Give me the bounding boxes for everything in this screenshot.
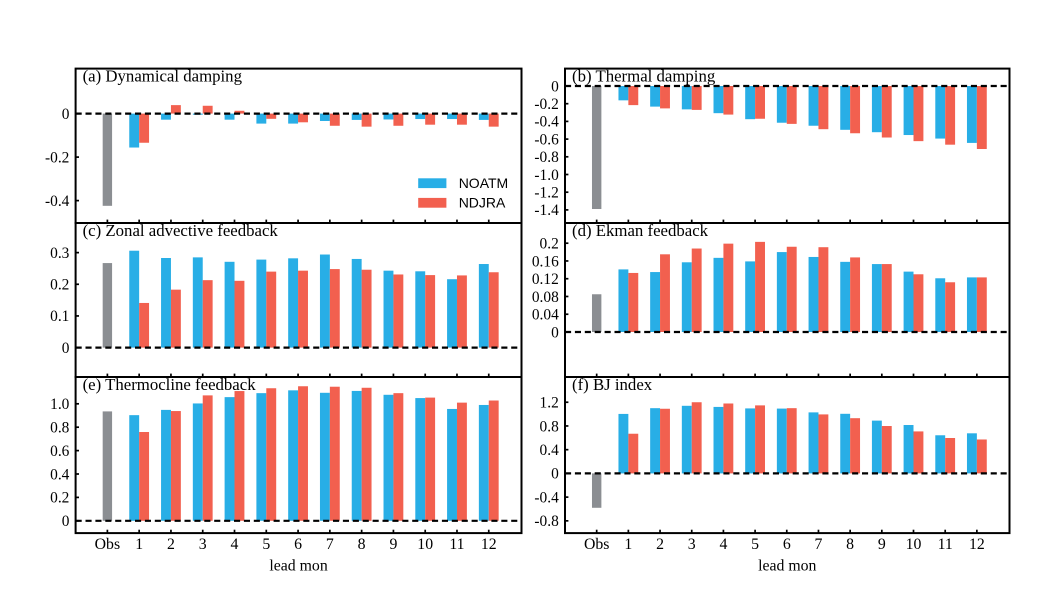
- svg-text:3: 3: [688, 536, 696, 553]
- svg-text:(f) BJ index: (f) BJ index: [572, 375, 653, 394]
- svg-text:(e) Thermocline feedback: (e) Thermocline feedback: [83, 375, 257, 394]
- svg-text:0.2: 0.2: [50, 490, 69, 507]
- svg-text:-0.8: -0.8: [534, 149, 559, 166]
- svg-text:1.2: 1.2: [540, 395, 559, 412]
- svg-text:3: 3: [199, 536, 207, 553]
- svg-text:6: 6: [294, 536, 302, 553]
- svg-text:4: 4: [719, 536, 727, 553]
- svg-text:4: 4: [231, 536, 239, 553]
- svg-text:12: 12: [481, 536, 497, 553]
- svg-text:10: 10: [417, 536, 433, 553]
- svg-text:1: 1: [624, 536, 632, 553]
- svg-text:0: 0: [551, 324, 559, 341]
- svg-text:5: 5: [751, 536, 759, 553]
- svg-text:11: 11: [449, 536, 464, 553]
- svg-text:-1.2: -1.2: [534, 185, 558, 202]
- svg-text:NOATM: NOATM: [459, 175, 509, 191]
- svg-text:0.3: 0.3: [50, 245, 70, 262]
- svg-text:-0.2: -0.2: [534, 96, 558, 113]
- svg-text:(c) Zonal advective feedback: (c) Zonal advective feedback: [83, 221, 279, 240]
- svg-text:-1.4: -1.4: [534, 202, 559, 219]
- svg-text:0: 0: [62, 513, 70, 530]
- svg-text:8: 8: [846, 536, 854, 553]
- svg-text:-1.0: -1.0: [534, 167, 559, 184]
- svg-text:0.1: 0.1: [50, 308, 69, 325]
- svg-text:0: 0: [62, 106, 70, 123]
- svg-text:-0.4: -0.4: [534, 114, 559, 131]
- svg-text:0: 0: [551, 466, 559, 483]
- svg-text:1.0: 1.0: [50, 396, 70, 413]
- svg-text:0.6: 0.6: [50, 443, 70, 460]
- svg-text:0.04: 0.04: [532, 307, 559, 324]
- svg-text:0.16: 0.16: [532, 253, 559, 270]
- svg-text:0.2: 0.2: [50, 277, 69, 294]
- svg-text:lead mon: lead mon: [758, 558, 816, 575]
- svg-text:0.08: 0.08: [532, 289, 559, 306]
- svg-text:0.12: 0.12: [532, 271, 559, 288]
- svg-text:Obs: Obs: [95, 536, 120, 553]
- svg-text:7: 7: [326, 536, 334, 553]
- svg-text:-0.4: -0.4: [45, 193, 70, 210]
- svg-text:9: 9: [389, 536, 397, 553]
- svg-text:NDJRA: NDJRA: [459, 195, 506, 211]
- svg-text:7: 7: [815, 536, 823, 553]
- svg-text:0.8: 0.8: [540, 418, 560, 435]
- svg-text:5: 5: [262, 536, 270, 553]
- svg-text:0.8: 0.8: [50, 420, 70, 437]
- svg-text:-0.2: -0.2: [45, 149, 69, 166]
- svg-text:12: 12: [969, 536, 985, 553]
- svg-text:9: 9: [878, 536, 886, 553]
- svg-text:6: 6: [783, 536, 791, 553]
- svg-text:(d) Ekman feedback: (d) Ekman feedback: [572, 221, 709, 240]
- svg-text:8: 8: [358, 536, 366, 553]
- svg-text:-0.8: -0.8: [534, 513, 559, 530]
- svg-text:0.2: 0.2: [540, 236, 559, 253]
- svg-text:0: 0: [62, 340, 70, 357]
- svg-text:10: 10: [906, 536, 922, 553]
- svg-text:-0.6: -0.6: [534, 131, 559, 148]
- svg-text:0.4: 0.4: [540, 442, 560, 459]
- svg-text:0.4: 0.4: [50, 466, 70, 483]
- svg-text:-0.4: -0.4: [534, 489, 559, 506]
- svg-text:11: 11: [938, 536, 953, 553]
- svg-text:Obs: Obs: [584, 536, 609, 553]
- svg-text:2: 2: [167, 536, 175, 553]
- svg-text:(b) Thermal damping: (b) Thermal damping: [572, 67, 716, 86]
- svg-text:lead mon: lead mon: [269, 558, 327, 575]
- svg-text:(a) Dynamical damping: (a) Dynamical damping: [83, 67, 243, 86]
- svg-text:2: 2: [656, 536, 664, 553]
- svg-text:1: 1: [135, 536, 143, 553]
- svg-text:0: 0: [551, 78, 559, 95]
